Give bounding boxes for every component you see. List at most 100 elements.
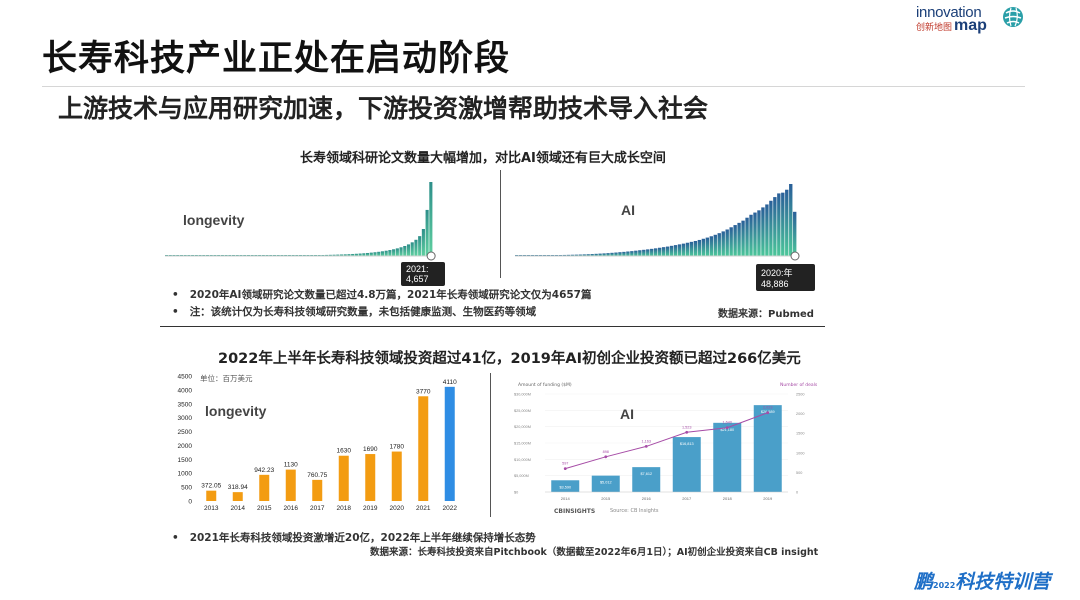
- deals-value-label: 1,640: [722, 421, 732, 425]
- chart4-right-axis-title: Number of deals: [780, 383, 818, 388]
- left-tick-label: $0: [514, 491, 518, 495]
- chart3-unit: 单位：百万美元: [200, 374, 253, 383]
- investment-bar: [206, 490, 217, 501]
- y-tick-label: 2500: [178, 429, 193, 436]
- paper-bar: [610, 252, 614, 256]
- y-tick-label: 1000: [178, 471, 193, 478]
- investment-bar: [418, 396, 429, 501]
- paper-bar: [781, 192, 785, 256]
- paper-bar: [366, 252, 370, 256]
- right-tick-label: 0: [796, 491, 798, 495]
- funding-bar: [632, 467, 661, 492]
- deals-point: [685, 430, 689, 434]
- left-tick-label: $20,000M: [514, 425, 531, 429]
- paper-bar: [395, 248, 399, 256]
- paper-bar: [709, 236, 713, 256]
- section2-source: 数据来源：长寿科技投资来自Pitchbook（数据截至2022年6月1日）；AI…: [370, 547, 819, 558]
- footer-logo-year: 2022: [933, 581, 956, 590]
- paper-bar: [661, 247, 666, 256]
- page-title: 长寿科技产业正处在启动阶段: [42, 39, 511, 79]
- section2-vertical-divider: [490, 373, 491, 517]
- paper-bar: [749, 214, 753, 256]
- paper-bar: [677, 244, 682, 256]
- paper-bar: [347, 254, 351, 256]
- chart4-label: AI: [620, 406, 634, 422]
- paper-bar: [566, 254, 570, 256]
- funding-bar: [753, 405, 782, 492]
- paper-bar: [669, 245, 674, 256]
- paper-bar: [654, 248, 658, 256]
- deals-value-label: 898: [603, 450, 609, 454]
- footer-logo-prefix: 鹏: [914, 571, 934, 593]
- x-tick-label: 2018: [723, 496, 733, 501]
- logo-top-text: innovation: [916, 4, 982, 21]
- paper-bar: [689, 241, 694, 256]
- section1-source: 数据来源：Pubmed: [718, 309, 814, 320]
- paper-bar: [721, 231, 725, 256]
- y-tick-label: 2000: [178, 443, 193, 450]
- innovation-map-logo: innovation 创新地图 map: [916, 4, 1026, 34]
- paper-bar: [421, 228, 425, 256]
- investment-bar: [444, 386, 455, 501]
- section-divider: [160, 326, 825, 327]
- paper-bar: [785, 189, 789, 256]
- paper-bar: [606, 253, 610, 256]
- funding-bar: [672, 437, 701, 492]
- hover-point: [790, 251, 800, 261]
- y-tick-label: 3000: [178, 415, 193, 422]
- funding-bar: [713, 422, 742, 492]
- x-tick-label: 2014: [231, 505, 246, 512]
- left-tick-label: $10,000M: [514, 458, 531, 462]
- section1-title: 长寿领域科研论文数量大幅增加，对比AI领域还有巨大成长空间: [300, 151, 666, 166]
- paper-bar: [586, 254, 590, 256]
- paper-bar: [789, 184, 793, 256]
- paper-bar: [410, 242, 414, 256]
- paper-bar: [769, 200, 773, 256]
- paper-bar: [705, 237, 710, 256]
- bar-value-label: 1690: [363, 446, 378, 453]
- paper-bar: [384, 250, 388, 256]
- deals-value-label: 597: [562, 462, 568, 466]
- ai-investment-chart: $0 $5,000M $10,000M $15,000M $20,000M $25,000…: [510, 380, 820, 518]
- investment-bar: [312, 479, 323, 501]
- chart3-label: longevity: [205, 403, 267, 419]
- page-subtitle: 上游技术与应用研究加速，下游投资激增帮助技术导入社会: [58, 94, 709, 123]
- paper-bar: [793, 211, 797, 256]
- right-tick-label: 1000: [796, 451, 804, 455]
- funding-bar: [591, 475, 620, 492]
- section2-bullet-1: • 2021年长寿科技领域投资激增近20亿，2022年上半年继续保持增长态势: [172, 530, 536, 545]
- funding-bar: [551, 480, 580, 492]
- footer-logo: 鹏2022科技特训营: [914, 567, 1050, 594]
- funding-value-label: $7,612: [640, 472, 652, 476]
- deals-point: [604, 455, 608, 459]
- x-tick-label: 2015: [257, 505, 272, 512]
- paper-bar: [325, 254, 329, 256]
- paper-bar: [642, 249, 646, 256]
- longevity-papers-chart: longevity 2021: 4,657: [165, 172, 445, 286]
- bar-value-label: 3770: [416, 388, 431, 395]
- paper-bar: [673, 245, 678, 256]
- paper-bar: [650, 248, 654, 256]
- paper-bar: [362, 253, 366, 256]
- paper-bar: [594, 253, 598, 256]
- y-tick-label: 1500: [178, 457, 193, 464]
- paper-bar: [773, 197, 777, 256]
- paper-bar: [761, 207, 765, 256]
- bar-value-label: 318.94: [228, 484, 248, 491]
- paper-bar: [657, 247, 662, 256]
- bar-value-label: 372.05: [201, 483, 221, 490]
- bullet-dot: •: [172, 289, 179, 301]
- x-tick-label: 2014: [561, 496, 571, 501]
- ai-papers-chart: AI 2020:年 48,886: [515, 176, 815, 291]
- ai-investment-svg: $0 $5,000M $10,000M $15,000M $20,000M $25,000…: [514, 393, 804, 502]
- deals-point: [725, 426, 729, 430]
- paper-bar: [392, 249, 396, 256]
- paper-bar: [693, 240, 698, 256]
- paper-bar: [626, 251, 630, 256]
- chart2-tooltip: 2020:年 48,886: [756, 264, 815, 291]
- bar-value-label: 1630: [337, 448, 352, 455]
- bar-value-label: 1780: [390, 444, 405, 451]
- paper-bar: [713, 234, 717, 256]
- paper-bar: [380, 251, 385, 256]
- x-tick-label: 2016: [284, 505, 299, 512]
